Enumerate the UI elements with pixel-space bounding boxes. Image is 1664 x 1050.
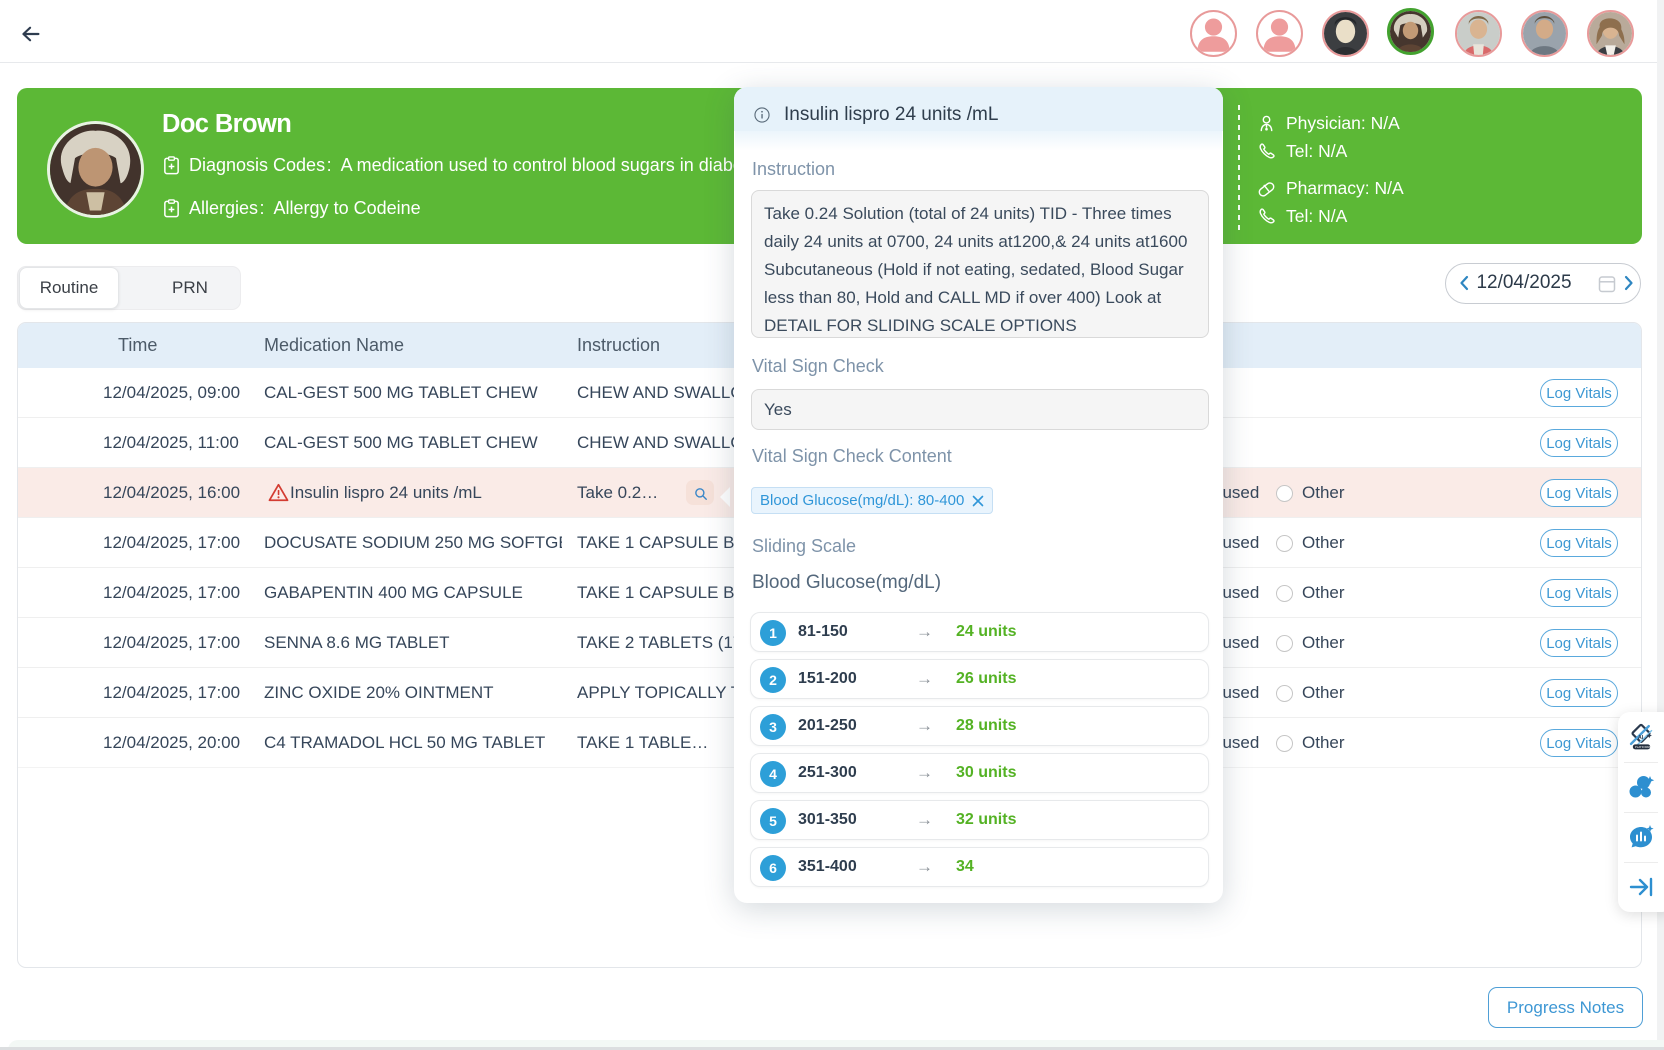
svg-text:AI: AI <box>1637 734 1643 740</box>
svg-text:PLATFORM: PLATFORM <box>1634 745 1650 749</box>
